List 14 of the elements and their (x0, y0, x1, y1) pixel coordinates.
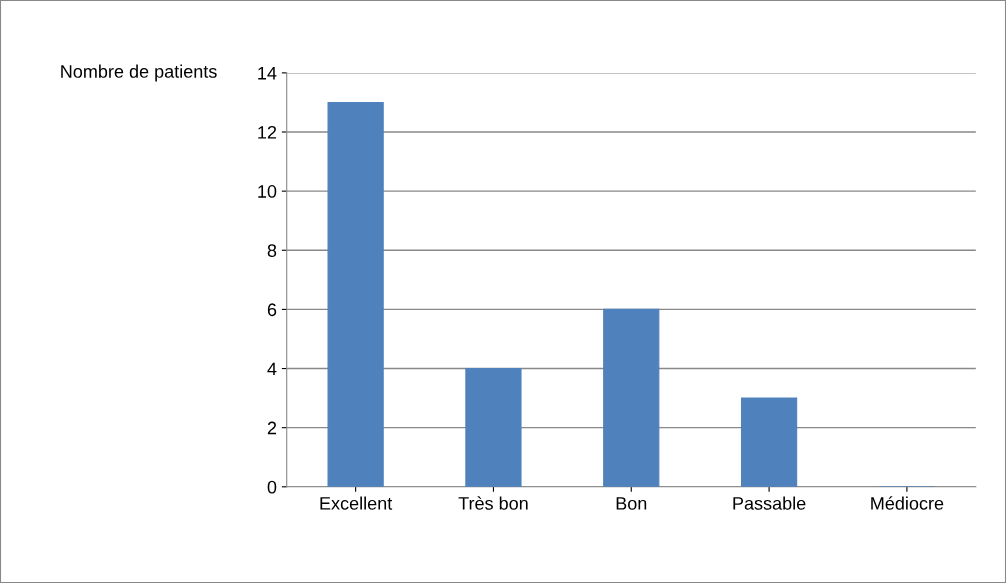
y-tick-label: 0 (267, 480, 277, 494)
y-tick-label: 12 (258, 125, 277, 139)
x-tick-label: Très bon (458, 496, 528, 510)
y-tick-label: 6 (267, 303, 277, 317)
y-tick-label: 14 (258, 67, 277, 80)
y-tick-label: 2 (267, 421, 277, 435)
x-tick-label: Bon (616, 497, 647, 510)
x-tick-label: Médiocre (871, 496, 944, 510)
y-tick-label: 8 (267, 244, 277, 257)
y-tick-label: 4 (267, 362, 277, 376)
x-tick-label: Excellent (320, 496, 393, 510)
y-axis-title: Nombre de patients (61, 64, 217, 82)
x-tick-label: Passable (733, 496, 806, 510)
y-tick-label: 10 (258, 185, 277, 198)
